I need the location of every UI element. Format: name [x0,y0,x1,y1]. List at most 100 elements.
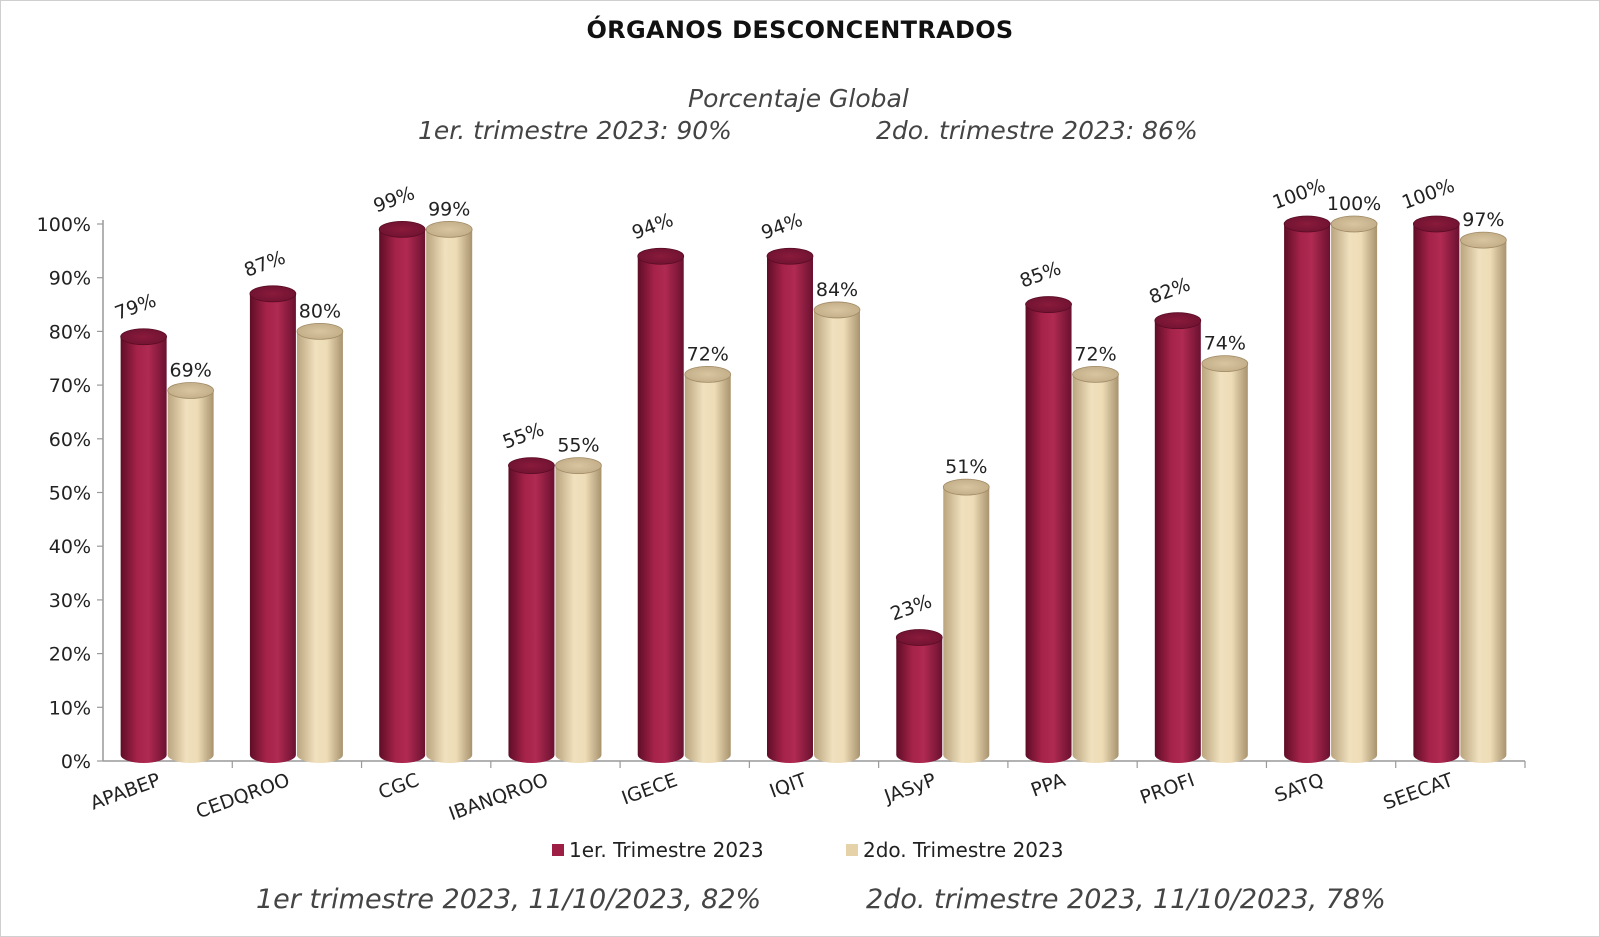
bar-top [425,220,473,238]
bar [508,457,555,763]
bar [1412,215,1460,763]
bar [684,365,732,763]
data-label: 79% [112,290,159,325]
bar-body [426,229,473,763]
bar-top [555,457,602,475]
y-tick-label: 50% [49,483,91,505]
legend-swatch-q1 [552,844,564,856]
bar-body [767,256,813,763]
bar-top [766,247,814,265]
bar-top [813,301,861,319]
x-tick-label: SATQ [1272,769,1327,807]
data-label: 82% [1146,273,1193,308]
chart-title: ÓRGANOS DESCONCENTRADOS [586,16,1014,44]
bar-top [1330,215,1378,233]
bar-body [1072,374,1119,763]
data-label: 80% [299,300,341,322]
bar [1459,231,1507,764]
x-tick-label: APABEP [87,769,163,815]
y-tick-label: 80% [49,321,91,343]
data-label: 94% [758,209,805,244]
bar [1025,296,1072,763]
bar [766,247,814,763]
bar-top [1154,312,1202,330]
bar-body [249,293,296,763]
data-label: 97% [1462,209,1504,231]
bar-body [1154,320,1201,763]
x-tick-label: IQIT [767,769,810,803]
bar-body [814,309,860,763]
y-tick-label: 100% [37,214,91,236]
bar-body [943,487,990,763]
bar [942,478,990,763]
bar-top [1025,296,1072,313]
y-tick-label: 10% [49,697,91,719]
bar [1072,365,1119,763]
bar-top [1283,215,1331,233]
bar [249,285,297,763]
data-label: 69% [170,359,212,381]
bar [167,382,215,763]
bar-top [508,457,555,475]
data-label: 51% [945,456,987,478]
data-label: 23% [888,590,935,625]
bar-body [1331,224,1378,763]
footer-q2: 2do. trimestre 2023, 11/10/2023, 78% [866,884,1386,915]
bar-top [249,285,297,303]
bar-body [167,390,214,763]
data-label: 74% [1204,333,1246,355]
x-tick-label: CGC [376,769,422,804]
legend-swatch-q2 [846,844,858,856]
summary-q1: 1er. trimestre 2023: 90% [418,116,732,145]
x-tick-label: IBANQROO [446,769,551,825]
bar [1330,215,1378,763]
bar [555,457,602,763]
bar-top [942,478,990,496]
y-tick-label: 90% [49,268,91,290]
x-tick-label: PPA [1028,769,1068,802]
bar [296,322,344,763]
legend-item-q2: 2do. Trimestre 2023 [846,838,1063,862]
bar-body [1201,363,1248,763]
bar-top [296,322,344,340]
data-label: 99% [371,182,418,217]
data-label: 72% [687,343,729,365]
data-label: 55% [557,435,599,457]
x-tick-label: PROFI [1137,769,1197,809]
bar-body [896,637,943,763]
bar-top [167,382,215,399]
data-label: 94% [629,209,676,244]
data-label: 100% [1399,175,1458,214]
data-label: 99% [428,198,470,220]
bar-body [508,465,555,763]
bar-top [637,247,685,265]
x-tick-label: CEDQROO [193,769,293,823]
y-tick-label: 40% [49,536,91,558]
bar-body [296,331,343,763]
y-tick-label: 0% [61,751,91,773]
data-label: 84% [816,279,858,301]
x-tick-label: IGECE [619,769,681,809]
bar-body [120,336,167,763]
y-tick-label: 20% [49,644,91,666]
bar [813,301,861,763]
bar-top [1201,355,1249,373]
bar-body [1460,240,1507,764]
bar-body [1025,304,1072,763]
legend-label-q2: 2do. Trimestre 2023 [863,838,1064,862]
y-tick-label: 60% [49,429,91,451]
bar [425,220,473,763]
bar-top [1072,365,1119,383]
bar [1154,312,1202,763]
summary-q2: 2do. trimestre 2023: 86% [876,116,1198,145]
data-label: 72% [1074,343,1116,365]
bar [1201,355,1249,763]
legend-item-q1: 1er. Trimestre 2023 [552,838,764,862]
bar-top [378,220,426,238]
bar-top [1412,215,1460,233]
bar-body [555,465,602,763]
y-tick-label: 70% [49,375,91,397]
data-label: 87% [241,247,288,282]
chart-subtitle: Porcentaje Global [688,84,909,113]
